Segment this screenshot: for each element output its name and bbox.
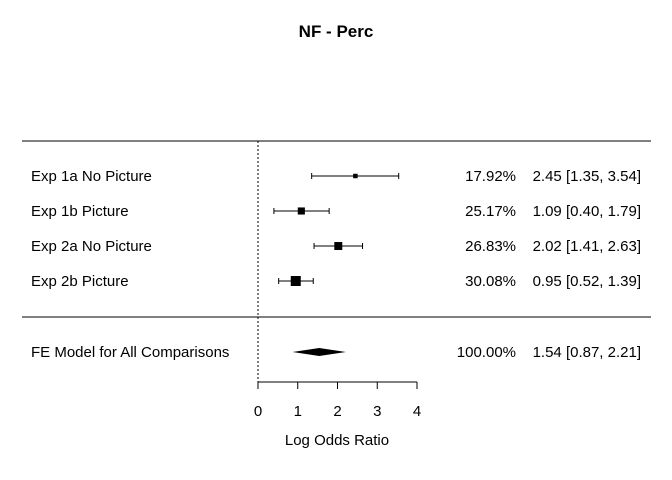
x-tick-label: 2 — [333, 403, 341, 420]
x-tick-label: 3 — [373, 403, 381, 420]
summary-row: FE Model for All Comparisons 100.00% 1.54 … — [31, 344, 641, 361]
study-row: Exp 2b Picture 30.08% 0.95 [0.52, 1.39] — [31, 273, 641, 290]
summary-label: FE Model for All Comparisons — [31, 344, 229, 361]
study-row: Exp 2a No Picture 26.83% 2.02 [1.41, 2.63] — [31, 238, 641, 255]
estimate-square — [353, 173, 358, 179]
study-label: Exp 1a No Picture — [31, 168, 152, 185]
summary-weight: 100.00% — [457, 344, 516, 361]
x-tick-label: 4 — [413, 403, 421, 420]
study-estimate-ci: 1.09 [0.40, 1.79] — [533, 203, 641, 220]
estimate-square — [334, 242, 343, 250]
study-estimate-ci: 2.02 [1.41, 2.63] — [533, 238, 641, 255]
estimate-square — [297, 207, 305, 215]
study-weight: 17.92% — [465, 168, 516, 185]
study-label: Exp 1b Picture — [31, 203, 129, 220]
study-weight: 26.83% — [465, 238, 516, 255]
study-estimate-ci: 0.95 [0.52, 1.39] — [533, 273, 641, 290]
study-rows: Exp 1a No Picture 17.92% 2.45 [1.35, 3.54]… — [31, 168, 641, 290]
study-weight: 25.17% — [465, 203, 516, 220]
chart-title: NF - Perc — [299, 22, 374, 41]
summary-estimate-ci: 1.54 [0.87, 2.21] — [533, 344, 641, 361]
x-axis-label: Log Odds Ratio — [285, 432, 389, 449]
study-estimate-ci: 2.45 [1.35, 3.54] — [533, 168, 641, 185]
study-label: Exp 2a No Picture — [31, 238, 152, 255]
study-weight: 30.08% — [465, 273, 516, 290]
study-row: Exp 1b Picture 25.17% 1.09 [0.40, 1.79] — [31, 203, 641, 220]
x-tick-label: 0 — [254, 403, 262, 420]
estimate-square — [290, 276, 301, 286]
summary-diamond — [292, 348, 346, 356]
x-tick-label: 1 — [294, 403, 302, 420]
study-row: Exp 1a No Picture 17.92% 2.45 [1.35, 3.54] — [31, 168, 641, 185]
x-axis: 0 1 2 3 4 — [254, 381, 421, 420]
study-label: Exp 2b Picture — [31, 273, 129, 290]
